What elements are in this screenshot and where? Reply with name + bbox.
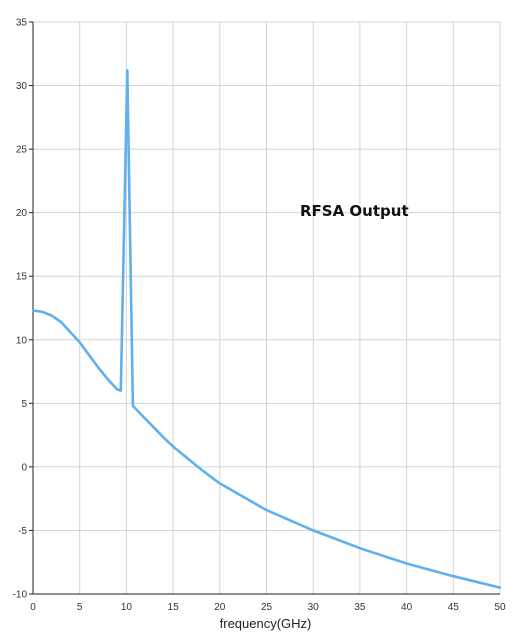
y-tick-label: -10: [13, 590, 28, 601]
y-tick-label: 35: [16, 18, 28, 29]
axes: [32, 22, 500, 595]
gridlines: [33, 21, 501, 594]
y-tick-label: 20: [16, 208, 28, 219]
y-tick-label: 25: [16, 145, 28, 156]
x-tick-label: 45: [448, 602, 460, 613]
y-tick-label: 0: [21, 462, 27, 473]
x-tick-label: 40: [401, 602, 413, 613]
x-tick-label: 10: [121, 602, 133, 613]
x-tick-label: 35: [354, 602, 366, 613]
chart-annotation: RFSA Output: [300, 202, 409, 220]
x-tick-label: 0: [30, 602, 36, 613]
x-tick-label: 20: [214, 602, 226, 613]
x-tick-label: 50: [494, 602, 506, 613]
y-tick-label: 30: [16, 81, 28, 92]
x-tick-label: 30: [308, 602, 320, 613]
y-tick-label: 5: [21, 399, 27, 410]
series-line: [31, 69, 502, 589]
x-tick-label: 15: [168, 602, 180, 613]
y-tick-label: -5: [18, 526, 27, 537]
tick-labels: 0 5 10 15 20 25 30 35 40 45 50 -10 -5 0 5 10 15 20 25 30 35: [13, 18, 506, 614]
y-tick-label: 15: [16, 272, 28, 283]
y-tick-label: 10: [16, 335, 28, 346]
x-tick-label: 25: [261, 602, 273, 613]
series-layer: [31, 69, 502, 589]
x-axis-title: frequency(GHz): [220, 616, 312, 631]
x-tick-label: 5: [77, 602, 83, 613]
